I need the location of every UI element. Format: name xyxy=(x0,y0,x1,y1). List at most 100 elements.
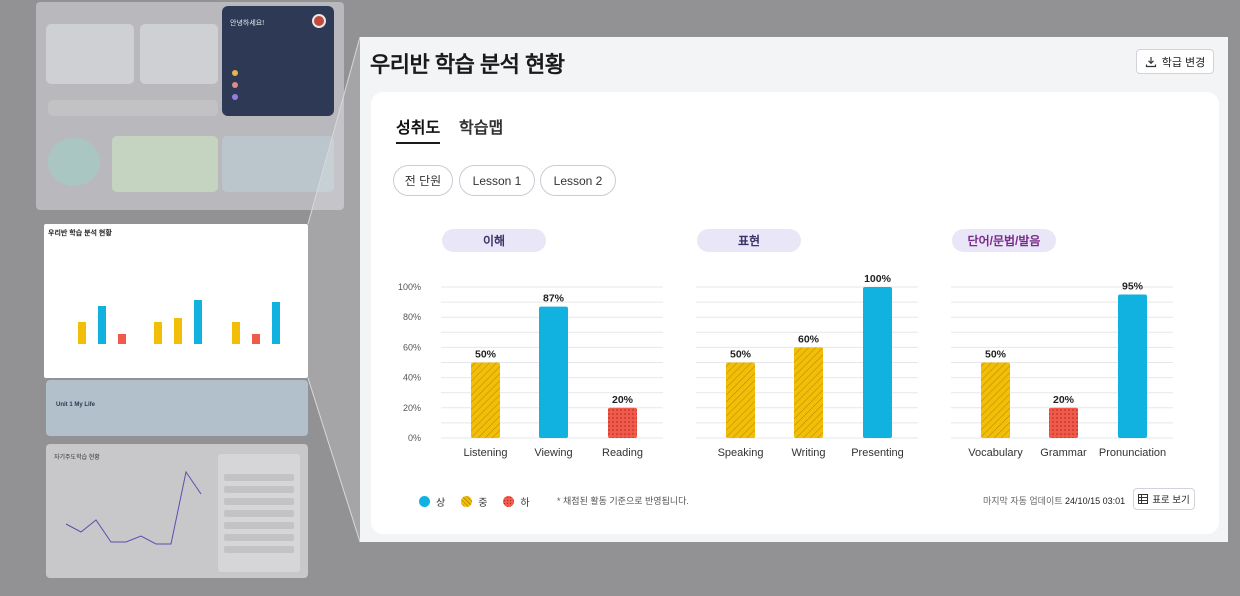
x-label-listening: Listening xyxy=(463,447,507,459)
mini-avatar xyxy=(312,14,326,28)
x-label-pronunciation: Pronunciation xyxy=(1099,447,1166,459)
y-tick-label: 20% xyxy=(403,403,421,413)
filter-lesson-1[interactable]: Lesson 1 xyxy=(459,165,535,196)
change-class-label: 학급 변경 xyxy=(1161,56,1206,69)
value-label-writing: 60% xyxy=(798,333,820,345)
table-view-label: 표로 보기 xyxy=(1152,495,1190,506)
mini-unit-text: Unit 1 My Life xyxy=(56,402,96,408)
value-label-listening: 50% xyxy=(475,349,497,361)
mini-list-row xyxy=(224,510,294,517)
mini-bar xyxy=(118,334,126,344)
page-title: 우리반 학습 분석 현황 xyxy=(370,52,565,77)
last-update-time: 24/10/15 03:01 xyxy=(1065,496,1126,506)
filter-lesson-2[interactable]: Lesson 2 xyxy=(540,165,616,196)
mini-dot xyxy=(232,82,238,88)
mini-bar xyxy=(232,322,240,344)
mini-assignment-card xyxy=(140,24,218,84)
legend-label-high: 상 xyxy=(436,498,446,509)
category-pill-comprehension: 이해 xyxy=(442,229,546,252)
mini-recent-activity-card xyxy=(222,136,334,192)
mini-bar xyxy=(252,334,260,344)
mini-list-row xyxy=(224,534,294,541)
y-tick-label: 40% xyxy=(403,373,421,383)
mini-bar xyxy=(78,322,86,344)
x-label-writing: Writing xyxy=(791,447,825,459)
bar-writing xyxy=(794,347,823,438)
legend-swatch-low xyxy=(503,496,515,507)
legend: 상 중 하 xyxy=(419,494,546,509)
bar-presenting xyxy=(863,287,892,438)
bar-grammar xyxy=(1049,407,1078,438)
mini-self-learning-card: 자기주도학습 현황 xyxy=(46,444,308,578)
mini-snapshot-title: 우리반 학습 분석 현황 xyxy=(48,230,112,237)
legend-item-low: 하 xyxy=(503,494,530,509)
x-label-speaking: Speaking xyxy=(718,447,764,459)
bar-vocabulary xyxy=(981,362,1010,438)
bar-listening xyxy=(471,362,500,438)
active-tab-underline xyxy=(396,142,440,144)
x-label-grammar: Grammar xyxy=(1040,447,1087,459)
mini-mascot-image xyxy=(48,138,100,186)
bar-pronunciation xyxy=(1118,294,1147,438)
grading-note: * 채점된 활동 기준으로 반영됩니다. xyxy=(557,496,689,506)
last-update-label: 마지막 자동 업데이트 xyxy=(983,496,1063,506)
mini-learning-status-card xyxy=(112,136,218,192)
value-label-reading: 20% xyxy=(612,394,634,406)
y-tick-label: 100% xyxy=(398,282,421,292)
download-icon xyxy=(1145,56,1156,67)
legend-label-mid: 중 xyxy=(478,498,488,509)
value-label-presenting: 100% xyxy=(864,273,892,285)
mini-recent-class-card xyxy=(46,24,134,84)
mini-list-row xyxy=(224,474,294,481)
achievement-bar-chart: 0% 20% 40% 60% 80% 100% 50% Listening 87% Viewing… xyxy=(398,273,1173,459)
tab-learning-map[interactable]: 학습맵 xyxy=(459,120,504,137)
value-label-vocabulary: 50% xyxy=(985,349,1007,361)
last-update: 마지막 자동 업데이트 24/10/15 03:01 xyxy=(983,494,1125,507)
value-label-viewing: 87% xyxy=(543,293,565,305)
mini-bar xyxy=(272,302,280,344)
mini-self-chart-title: 자기주도학습 현황 xyxy=(54,455,100,461)
legend-swatch-high xyxy=(419,496,430,507)
value-label-speaking: 50% xyxy=(730,349,752,361)
value-label-grammar: 20% xyxy=(1053,394,1075,406)
bar-speaking xyxy=(726,362,755,438)
mini-bar xyxy=(154,322,162,344)
category-pill-vocab-grammar-pronunciation: 단어/문법/발음 xyxy=(952,229,1056,252)
analysis-panel: 우리반 학습 분석 현황 학급 변경 성취도 학습맵 전 단원 Lesson 1… xyxy=(360,37,1228,542)
x-label-presenting: Presenting xyxy=(851,447,904,459)
mini-bar xyxy=(174,318,182,344)
bar-reading xyxy=(608,407,637,438)
mini-student-list xyxy=(218,454,300,572)
mini-unit-card: Unit 1 My Life xyxy=(46,380,308,436)
mini-bar xyxy=(98,306,106,344)
mini-list-row xyxy=(224,522,294,529)
legend-item-mid: 중 xyxy=(461,494,487,509)
bar-viewing xyxy=(539,306,568,438)
mini-greeting: 안녕하세요! xyxy=(230,20,265,27)
mini-dot xyxy=(232,70,238,76)
mini-analysis-snapshot: 우리반 학습 분석 현황 xyxy=(44,224,308,378)
y-tick-label: 60% xyxy=(403,342,421,352)
table-view-button[interactable]: 표로 보기 xyxy=(1133,488,1195,510)
mini-list-row xyxy=(224,546,294,553)
legend-label-low: 하 xyxy=(520,498,530,509)
mini-line-chart xyxy=(65,470,202,545)
table-icon xyxy=(1138,494,1149,504)
mini-dot xyxy=(232,94,238,100)
legend-swatch-mid xyxy=(461,496,473,507)
mini-material-row xyxy=(48,100,218,116)
legend-item-high: 상 xyxy=(419,494,445,509)
y-tick-label: 80% xyxy=(403,312,421,322)
change-class-button[interactable]: 학급 변경 xyxy=(1136,49,1214,74)
mini-list-row xyxy=(224,498,294,505)
tab-achievement[interactable]: 성취도 xyxy=(396,120,441,137)
mini-list-row xyxy=(224,486,294,493)
value-label-pronunciation: 95% xyxy=(1122,281,1144,293)
mini-profile-card: 안녕하세요! xyxy=(222,6,334,116)
x-label-vocabulary: Vocabulary xyxy=(968,447,1023,459)
mini-bar xyxy=(194,300,202,344)
filter-all-units[interactable]: 전 단원 xyxy=(393,165,453,196)
category-pill-expression: 표현 xyxy=(697,229,801,252)
x-label-reading: Reading xyxy=(602,447,643,459)
